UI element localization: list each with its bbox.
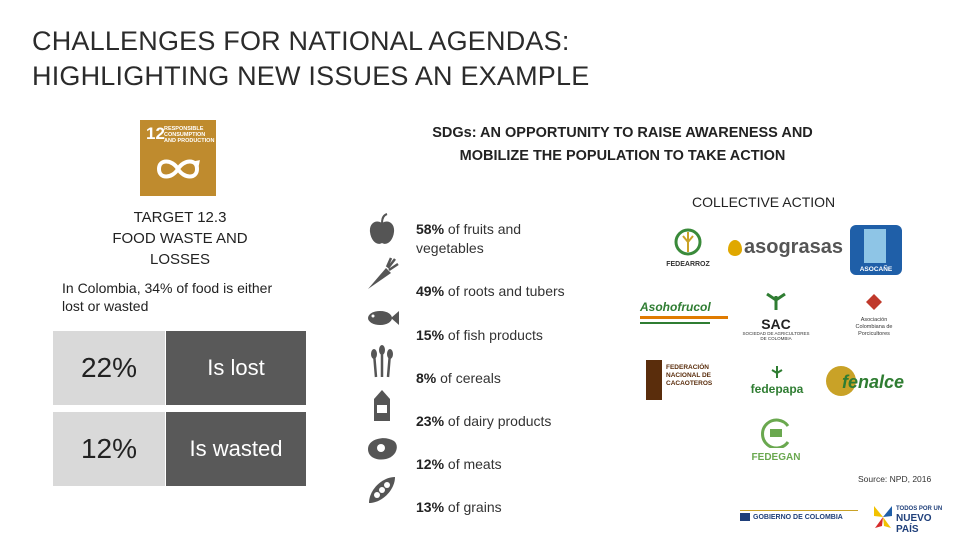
todos-por-un-nuevo-pais-logo: TODOS POR UN NUEVO PAÍS xyxy=(872,500,952,536)
fish-icon xyxy=(368,311,399,325)
fedepapa-logo: fedepapa xyxy=(748,364,806,395)
stat-roots-tubers: 49% of roots and tubers xyxy=(416,283,565,299)
butterfly-icon xyxy=(874,506,892,528)
fedearroz-emblem-icon xyxy=(674,228,702,256)
fedegan-logo: FEDEGAN xyxy=(744,418,808,463)
sdg-12-tile: 12 RESPONSIBLE CONSUMPTION AND PRODUCTIO… xyxy=(140,120,216,196)
collective-action-label: COLLECTIVE ACTION xyxy=(692,194,836,210)
stat-meats: 12% of meats xyxy=(416,456,502,472)
potato-plant-icon xyxy=(771,366,783,378)
wasted-percent: 12% xyxy=(53,412,165,486)
asocane-logo: ASOCAÑE xyxy=(850,225,902,275)
stat-cereals: 8% of cereals xyxy=(416,370,501,386)
asograsas-logo: asograsas xyxy=(728,236,843,259)
corn-icon xyxy=(826,366,856,396)
stat-fruits-vegetables: 58% of fruits and vegetables xyxy=(416,221,522,256)
infinity-icon xyxy=(156,159,200,179)
fenalce-logo: fenalce xyxy=(826,364,912,398)
sac-logo: SAC SOCIEDAD DE AGRICULTORES DE COLOMBIA xyxy=(740,290,812,341)
porcicultores-logo: Asociación Colombiana de Porcicultores xyxy=(848,292,900,338)
drop-icon xyxy=(728,239,742,256)
sdg-goal-text: RESPONSIBLE CONSUMPTION AND PRODUCTION xyxy=(164,126,215,144)
wheat-icon xyxy=(371,345,393,378)
coat-of-arms-icon xyxy=(740,513,750,521)
lost-label: Is lost xyxy=(166,331,306,405)
building-icon xyxy=(864,229,886,263)
sdg-number: 12 xyxy=(146,124,165,143)
colombia-statement: In Colombia, 34% of food is either lost … xyxy=(62,280,273,314)
bean-pod-icon xyxy=(369,477,395,503)
page-title: CHALLENGES FOR NATIONAL AGENDAS: HIGHLIG… xyxy=(32,26,590,91)
cacaoteros-logo: FEDERACIÓN NACIONAL DE CACAOTEROS xyxy=(646,360,718,400)
lost-percent: 22% xyxy=(53,331,165,405)
wasted-label: Is wasted xyxy=(166,412,306,486)
source-note: Source: NPD, 2016 xyxy=(858,474,932,484)
stat-grains: 13% of grains xyxy=(416,499,502,515)
fedegan-cow-icon xyxy=(761,418,790,450)
cacao-pod-icon xyxy=(646,360,662,400)
carrot-icon xyxy=(368,257,399,289)
apple-icon xyxy=(369,213,395,244)
stat-fish-products: 15% of fish products xyxy=(416,327,543,343)
gobierno-colombia-logo: GOBIERNO DE COLOMBIA xyxy=(740,510,858,527)
target-heading: TARGET 12.3 xyxy=(133,209,227,226)
target-line2: FOOD WASTE AND xyxy=(112,230,248,247)
steak-icon xyxy=(368,438,397,460)
target-line3: LOSSES xyxy=(149,251,211,268)
sac-leaf-icon xyxy=(766,292,786,310)
fedearroz-logo: FEDEARROZ xyxy=(658,228,718,272)
milk-carton-icon xyxy=(374,390,390,421)
pig-icon xyxy=(866,294,882,310)
asohofrucol-logo: Asohofrucol xyxy=(640,300,728,324)
target-block: TARGET 12.3 FOOD WASTE AND LOSSES xyxy=(80,207,280,270)
stat-dairy-products: 23% of dairy products xyxy=(416,413,552,429)
sdgs-heading: SDGs: AN OPPORTUNITY TO RAISE AWARENESS … xyxy=(432,125,813,164)
